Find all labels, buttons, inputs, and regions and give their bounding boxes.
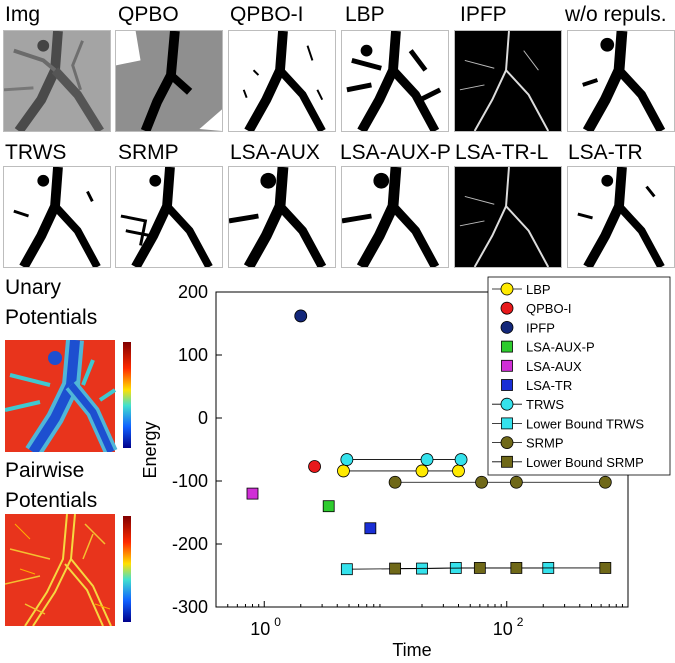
thumbnail-lsa-aux-p xyxy=(341,166,449,268)
unary-title-line1: Unary xyxy=(5,276,62,299)
y-tick-label: 0 xyxy=(198,408,208,428)
pairwise-potentials-map xyxy=(5,514,142,626)
pairwise-title-line1: Pairwise xyxy=(5,459,85,482)
data-point-lower-bound-srmp xyxy=(599,562,612,574)
x-tick-label: 10 xyxy=(250,619,270,639)
legend-label-lbp: LBP xyxy=(526,282,551,297)
legend-label-srmp: SRMP xyxy=(526,436,564,451)
legend-marker-lbp xyxy=(500,282,514,296)
legend-marker-srmp xyxy=(500,436,514,450)
legend-label-ipfp: IPFP xyxy=(526,320,555,335)
y-tick-label: 100 xyxy=(178,345,208,365)
y-tick-label: -300 xyxy=(172,597,208,617)
legend-label-trws: TRWS xyxy=(526,397,564,412)
data-point-lbp xyxy=(415,464,429,478)
pairwise-title-line2: Potentials xyxy=(5,489,98,512)
data-point-lower-bound-trws xyxy=(340,563,353,576)
data-point-srmp xyxy=(598,475,612,489)
x-tick-label: 10 xyxy=(493,619,513,639)
thumbnail-qpbo-i xyxy=(228,30,336,132)
data-point-srmp xyxy=(388,475,402,489)
label-lsa-aux: LSA-AUX xyxy=(230,141,320,164)
data-point-lsa-tr xyxy=(364,522,377,535)
y-axis-label: Energy xyxy=(140,421,160,478)
label-img: Img xyxy=(5,3,41,26)
data-point-lbp xyxy=(337,464,350,478)
legend-label-lsa-tr: LSA-TR xyxy=(526,378,572,393)
thumbnail-trws xyxy=(3,166,111,268)
data-point-lsa-aux-p xyxy=(322,500,335,513)
label-lbp: LBP xyxy=(345,3,385,26)
thumbnail-lbp xyxy=(341,30,449,132)
data-point-qpbo-i xyxy=(308,460,321,473)
label-ipfp: IPFP xyxy=(460,3,507,26)
series-line-lower-bound-srmp xyxy=(395,567,606,569)
y-tick-label: 200 xyxy=(178,282,208,302)
legend-label-qpbo-i: QPBO-I xyxy=(526,301,572,316)
label-lsa-aux-p: LSA-AUX-P xyxy=(340,141,451,164)
thumbnail-img xyxy=(3,30,111,132)
label-wo-repuls: w/o repuls. xyxy=(565,3,667,26)
legend-marker-lower-bound-trws xyxy=(501,417,513,430)
data-point-lower-bound-srmp xyxy=(473,562,486,574)
legend-marker-lsa-aux-p xyxy=(501,340,513,353)
legend-marker-ipfp xyxy=(500,320,514,334)
data-point-lower-bound-srmp xyxy=(510,562,523,574)
legend-box xyxy=(487,276,671,476)
data-point-trws xyxy=(454,453,468,466)
label-lsa-tr: LSA-TR xyxy=(568,141,643,164)
label-trws: TRWS xyxy=(5,141,67,164)
data-point-ipfp xyxy=(294,309,308,323)
legend-marker-lsa-aux xyxy=(501,359,513,372)
thumbnail-lsa-tr-l xyxy=(454,166,562,268)
label-lsa-tr-l: LSA-TR-L xyxy=(455,141,549,164)
y-tick-label: -100 xyxy=(172,471,208,491)
y-tick-label: -200 xyxy=(172,534,208,554)
data-point-srmp xyxy=(509,475,523,489)
chart-legend: LBP QPBO-I IPFP LSA-AUX-P LSA-AUX LSA-TR TRWS L… xyxy=(487,276,671,476)
label-srmp: SRMP xyxy=(118,141,179,164)
data-point-lbp xyxy=(452,464,465,478)
thumbnail-qpbo xyxy=(115,30,223,132)
legend-marker-trws xyxy=(500,397,514,411)
thumbnail-lsa-tr xyxy=(567,166,675,268)
legend-label-lower-bound-trws: Lower Bound TRWS xyxy=(526,416,644,431)
x-tick-exponent: 2 xyxy=(517,615,524,629)
unary-title-line2: Potentials xyxy=(5,306,98,329)
label-qpbo-i: QPBO-I xyxy=(230,3,304,26)
data-point-lsa-aux xyxy=(246,487,259,500)
legend-label-lsa-aux-p: LSA-AUX-P xyxy=(526,340,595,355)
legend-marker-lower-bound-srmp xyxy=(501,455,513,468)
data-point-lower-bound-srmp xyxy=(389,562,402,575)
legend-marker-lsa-tr xyxy=(501,379,513,391)
x-tick-exponent: 0 xyxy=(274,615,281,629)
data-point-trws xyxy=(420,453,434,466)
thumbnail-srmp xyxy=(115,166,223,268)
data-point-trws xyxy=(340,453,354,466)
x-axis-label: Time xyxy=(392,640,431,660)
thumbnail-ipfp xyxy=(454,30,562,132)
unary-potentials-map xyxy=(5,340,142,452)
legend-label-lsa-aux: LSA-AUX xyxy=(526,359,582,374)
legend-marker-qpbo-i xyxy=(500,301,514,315)
label-qpbo: QPBO xyxy=(118,3,179,26)
thumbnail-lsa-aux xyxy=(228,166,336,268)
legend-label-lower-bound-srmp: Lower Bound SRMP xyxy=(526,455,644,470)
data-point-srmp xyxy=(475,475,488,489)
